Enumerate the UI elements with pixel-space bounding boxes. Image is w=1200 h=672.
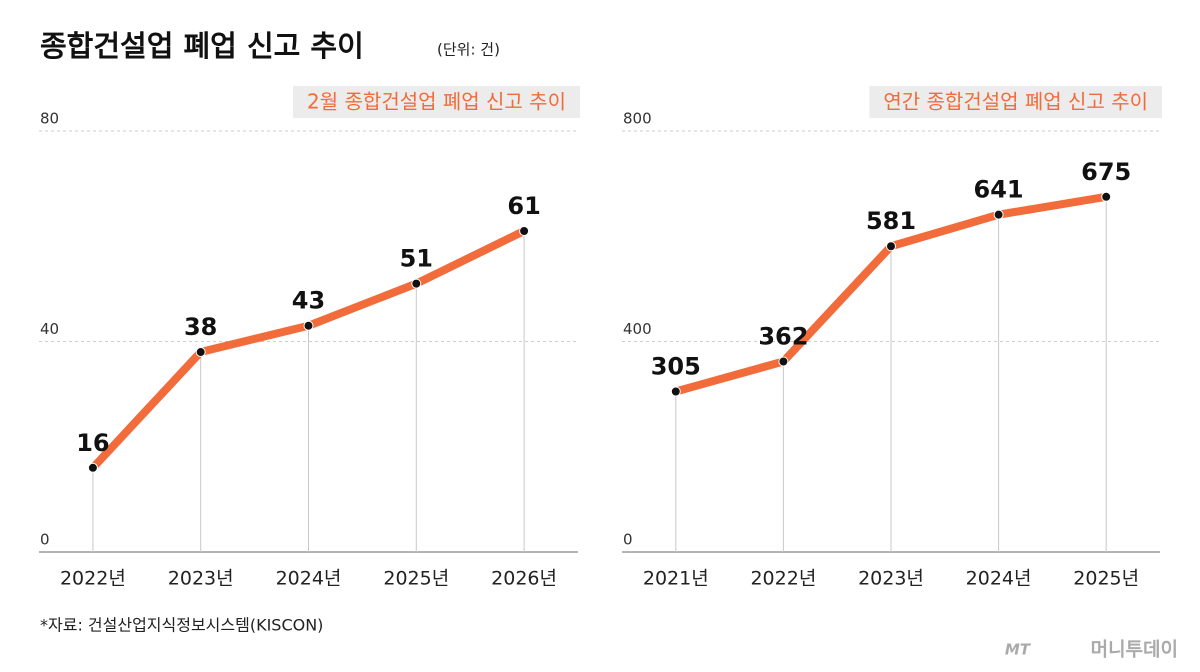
data-point <box>195 347 206 358</box>
data-point <box>411 278 422 289</box>
x-tick-label: 2022년 <box>60 568 126 590</box>
y-tick-label: 40 <box>40 320 59 338</box>
y-tick-label: 400 <box>623 320 652 338</box>
source: *자료: 건설산업지식정보시스템(KISCON) <box>40 616 323 635</box>
logo: MT <box>1005 641 1032 659</box>
data-label: 581 <box>866 207 916 235</box>
data-point <box>1101 191 1112 202</box>
x-tick-label: 2024년 <box>276 568 342 590</box>
data-label: 51 <box>400 245 433 273</box>
y-tick-label: 80 <box>40 110 59 128</box>
data-label: 675 <box>1081 158 1131 186</box>
x-tick-label: 2021년 <box>643 568 709 590</box>
data-point <box>303 320 314 331</box>
page-title: 종합건설업 폐업 신고 추이 <box>40 29 364 63</box>
data-point <box>778 356 789 367</box>
chart-subtitle-bg <box>869 86 1162 118</box>
x-tick-label: 2025년 <box>1073 568 1139 590</box>
data-label: 43 <box>292 287 325 315</box>
data-point <box>87 462 98 473</box>
data-label: 641 <box>974 176 1024 204</box>
x-tick-label: 2023년 <box>858 568 924 590</box>
data-point <box>886 241 896 252</box>
x-tick-label: 2025년 <box>383 568 449 590</box>
unit-note: (단위: 건) <box>437 41 500 59</box>
data-label: 38 <box>184 313 217 341</box>
x-tick-label: 2022년 <box>750 568 816 590</box>
x-tick-label: 2026년 <box>491 568 557 590</box>
data-point <box>993 209 1004 220</box>
chart-subtitle-bg <box>293 86 580 118</box>
data-label: 362 <box>758 322 808 350</box>
x-tick-label: 2024년 <box>966 568 1032 590</box>
data-point <box>519 225 530 236</box>
data-label: 61 <box>507 192 540 220</box>
brand: 머니투데이 <box>1091 639 1178 661</box>
x-tick-label: 2023년 <box>168 568 234 590</box>
chart-subtitle: 연간 종합건설업 폐업 신고 추이 <box>883 90 1148 114</box>
data-point <box>670 386 681 397</box>
data-label: 305 <box>651 352 701 380</box>
y-tick-label: 0 <box>40 531 50 549</box>
y-tick-label: 800 <box>623 110 652 128</box>
chart-subtitle-group: 연간 종합건설업 폐업 신고 추이 <box>869 86 1162 118</box>
chart-subtitle: 2월 종합건설업 폐업 신고 추이 <box>307 90 566 114</box>
chart-subtitle-group: 2월 종합건설업 폐업 신고 추이 <box>293 86 580 118</box>
data-label: 16 <box>76 429 109 457</box>
y-tick-label: 0 <box>623 531 633 549</box>
